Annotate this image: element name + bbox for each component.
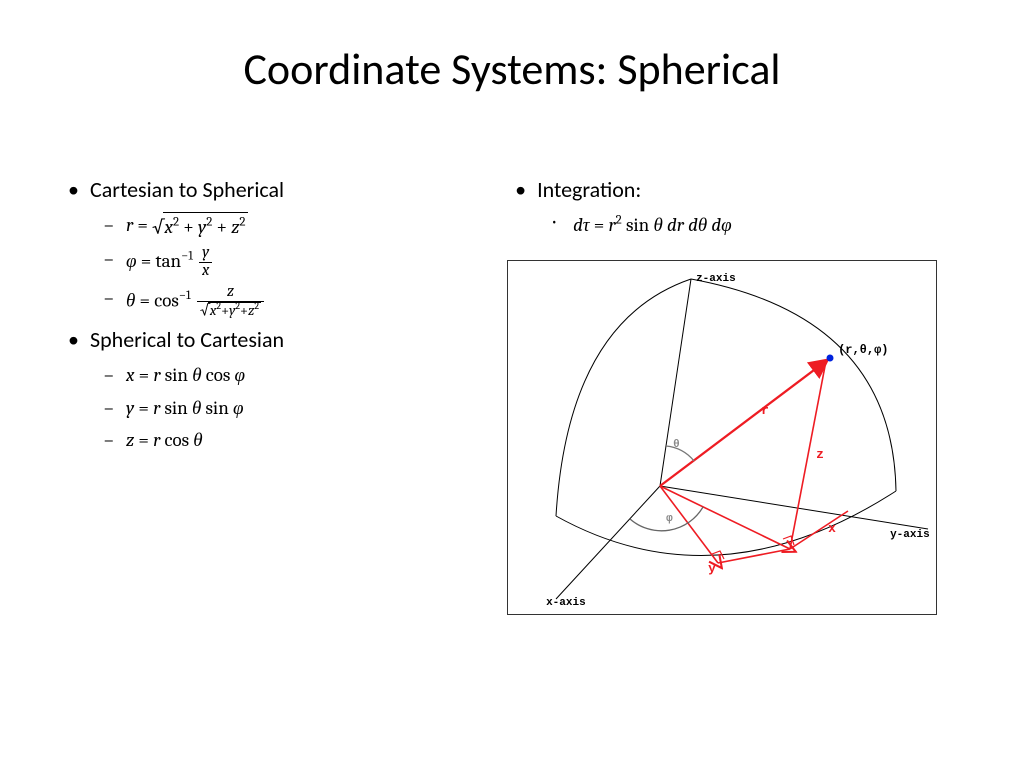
- diagram-svg: [508, 261, 938, 616]
- formula-y: y = r sin θ sin φ: [60, 394, 497, 423]
- slide-title: Coordinate Systems: Spherical: [0, 0, 1024, 96]
- heading-cart-to-sph: Cartesian to Spherical: [60, 176, 497, 203]
- y-axis-label: y-axis: [890, 529, 930, 541]
- right-column: Integration: dτ = r2 sin θ dr dθ dφ: [497, 176, 964, 615]
- r-label: r: [761, 403, 769, 418]
- formula-phi: φ = tan−1 yx: [60, 245, 497, 280]
- heading-sph-to-cart: Spherical to Cartesian: [60, 326, 497, 353]
- formula-r: r = √x2 + y2 + z2: [60, 211, 497, 241]
- phi-label: φ: [666, 513, 673, 525]
- y-label: y: [708, 561, 716, 576]
- point-label: (r,θ,φ): [838, 343, 888, 357]
- x-axis-label: x-axis: [546, 597, 586, 609]
- content-area: Cartesian to Spherical r = √x2 + y2 + z2…: [0, 96, 1024, 615]
- theta-label: θ: [673, 439, 680, 451]
- formula-theta: θ = cos−1 z √x2+y2+z2: [60, 284, 497, 320]
- spherical-diagram: z-axis y-axis x-axis (r,θ,φ) r z x y θ φ: [507, 260, 937, 615]
- heading-integration: Integration:: [507, 176, 964, 203]
- formula-volume-element: dτ = r2 sin θ dr dθ dφ: [507, 211, 964, 240]
- z-label: z: [816, 447, 824, 462]
- x-label: x: [828, 521, 836, 536]
- formula-z: z = r cos θ: [60, 426, 497, 455]
- formula-x: x = r sin θ cos φ: [60, 361, 497, 390]
- z-axis-label: z-axis: [696, 273, 736, 285]
- left-column: Cartesian to Spherical r = √x2 + y2 + z2…: [60, 176, 497, 615]
